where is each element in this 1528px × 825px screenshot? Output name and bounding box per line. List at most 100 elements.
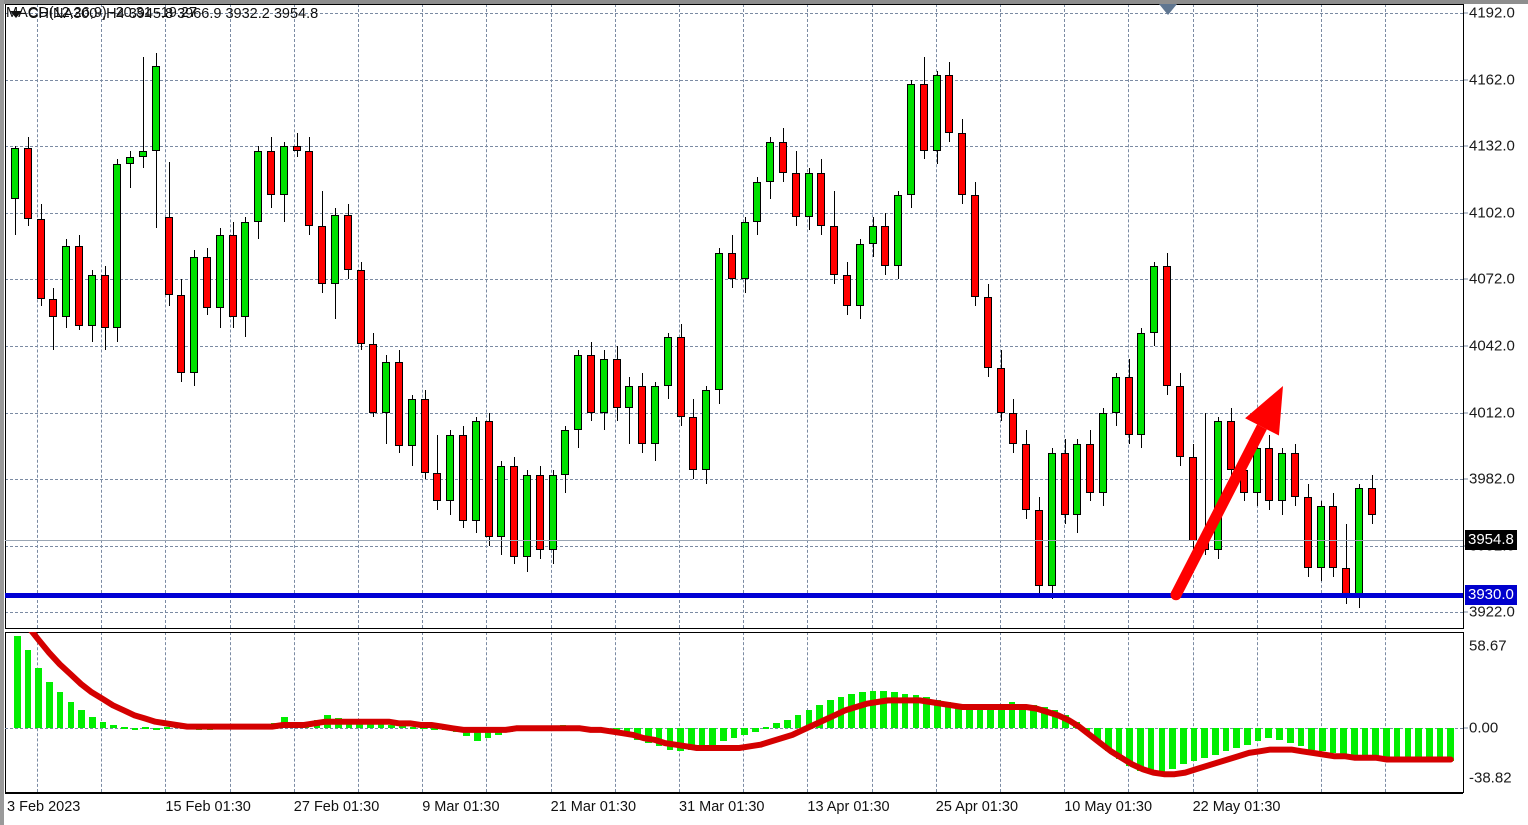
support-price-badge[interactable]: 3930.0: [1465, 584, 1517, 605]
macd-histogram-bar: [110, 725, 117, 729]
price-gridline-vertical: [1192, 4, 1194, 628]
macd-gridline-vertical: [550, 632, 552, 792]
macd-axis-label: 58.67: [1469, 637, 1507, 655]
macd-histogram-bar: [473, 728, 481, 742]
chart-top-marker: [1159, 4, 1177, 15]
candle-bearish: [1303, 496, 1312, 569]
macd-histogram-bar: [409, 726, 417, 729]
macd-histogram-bar: [944, 702, 952, 729]
price-axis-label: 3922.0: [1469, 603, 1515, 621]
price-gridline-vertical: [1000, 4, 1001, 628]
macd-gridline-vertical: [486, 632, 488, 792]
macd-gridline-vertical: [1064, 632, 1066, 792]
macd-histogram-bar: [966, 705, 973, 729]
candle-bearish: [1009, 412, 1018, 444]
macd-histogram-bar: [826, 700, 834, 729]
macd-histogram-bar: [1040, 706, 1048, 729]
time-axis-label: 25 Apr 01:30: [935, 799, 1019, 815]
candle-bearish: [843, 274, 851, 306]
candle-bearish: [830, 226, 839, 275]
macd-histogram-bar: [816, 705, 823, 729]
price-axis-label: 4012.0: [1469, 404, 1515, 422]
macd-histogram-bar: [217, 726, 224, 729]
support-level-line[interactable]: [5, 592, 1463, 598]
macd-histogram-bar: [773, 723, 781, 729]
price-axis-label: 4162.0: [1469, 71, 1515, 88]
current-price-badge[interactable]: 3954.8: [1465, 529, 1517, 550]
macd-histogram-bar: [270, 723, 278, 729]
candle-bearish: [817, 172, 826, 227]
price-gridline-vertical: [679, 4, 680, 628]
price-gridline-vertical: [807, 4, 809, 628]
candle-bearish: [1291, 452, 1299, 497]
price-gridline-vertical: [743, 4, 745, 628]
price-gridline-vertical: [935, 4, 937, 628]
time-axis-label: 3 Feb 2023: [7, 799, 81, 815]
candle-bearish: [203, 257, 211, 309]
macd-gridline-vertical: [101, 632, 103, 792]
macd-histogram-bar: [1318, 728, 1326, 752]
candle-bearish: [228, 234, 237, 318]
price-axis-label: 4132.0: [1469, 137, 1515, 155]
candle-bullish: [62, 246, 71, 318]
price-axis-tick: [1463, 12, 1468, 14]
candle-wick: [143, 57, 144, 169]
macd-histogram-bar: [1244, 728, 1251, 745]
candle-bullish: [855, 243, 864, 306]
macd-histogram-bar: [1083, 728, 1091, 732]
macd-histogram-bar: [794, 715, 802, 729]
candle-bearish: [535, 474, 544, 551]
macd-gridline-vertical: [614, 632, 616, 792]
price-gridline: [5, 12, 1463, 14]
candle-bearish: [1086, 443, 1095, 493]
price-axis-tick: [1463, 79, 1468, 80]
candle-bullish: [625, 385, 634, 409]
candle-bearish: [1265, 448, 1274, 502]
macd-histogram-bar: [302, 723, 310, 729]
candle-bullish: [407, 399, 416, 446]
macd-histogram-bar: [1233, 728, 1241, 748]
candle-bullish: [151, 66, 160, 151]
macd-histogram-bar: [356, 721, 363, 729]
price-axis-label: 3982.0: [1469, 470, 1515, 488]
macd-histogram-bar: [324, 715, 331, 729]
price-chart-panel[interactable]: [5, 4, 1463, 628]
time-x-axis[interactable]: 3 Feb 2023 15 Feb 01:30 27 Feb 01:30 9 Mar …: [5, 793, 1528, 825]
macd-histogram-bar: [880, 690, 888, 729]
candle-bearish: [971, 194, 979, 298]
price-gridline-vertical: [1385, 4, 1387, 628]
macd-histogram-bar: [548, 726, 556, 729]
bullish-arrow-annotation[interactable]: [5, 4, 1463, 628]
macd-gridline-vertical: [743, 632, 745, 792]
candle-bearish: [1201, 541, 1210, 551]
triangle-down-icon[interactable]: [10, 10, 22, 18]
candle-bullish: [1099, 412, 1107, 493]
macd-histogram-bar: [1201, 728, 1208, 758]
time-axis-label: 21 Mar 01:30: [550, 799, 637, 815]
macd-histogram-bar: [1297, 728, 1305, 747]
candle-bearish: [510, 465, 519, 557]
time-axis-label: 15 Feb 01:30: [165, 799, 251, 815]
macd-histogram-bar: [719, 728, 727, 742]
macd-histogram-bar: [516, 728, 524, 731]
macd-histogram-bar: [559, 725, 567, 729]
macd-histogram-bar: [1147, 728, 1155, 775]
candle-bullish: [1111, 377, 1120, 413]
macd-histogram-bar: [1329, 728, 1337, 753]
macd-histogram-bar: [1212, 728, 1219, 755]
price-gridline: [5, 212, 1463, 214]
macd-gridline-vertical: [422, 632, 424, 792]
candle-bearish: [343, 214, 352, 271]
candle-bullish: [599, 359, 608, 413]
candle-bearish: [612, 359, 621, 409]
price-gridline: [5, 545, 1463, 547]
chart-header-text: CHINA300-,H4 3945.8 3966.9 3932.2 3954.8: [28, 6, 319, 22]
price-y-axis[interactable]: 4192.0 4162.0 4132.0 4102.0 4072.0 4042.0 4012…: [1463, 4, 1528, 628]
macd-gridline-vertical: [358, 632, 359, 792]
candle-wick: [1205, 412, 1207, 555]
macd-chart-panel[interactable]: [5, 632, 1463, 792]
macd-histogram-bar: [1126, 728, 1134, 767]
candle-bullish: [766, 141, 775, 182]
time-axis-label: 9 Mar 01:30: [422, 799, 500, 815]
price-gridline: [5, 146, 1463, 148]
